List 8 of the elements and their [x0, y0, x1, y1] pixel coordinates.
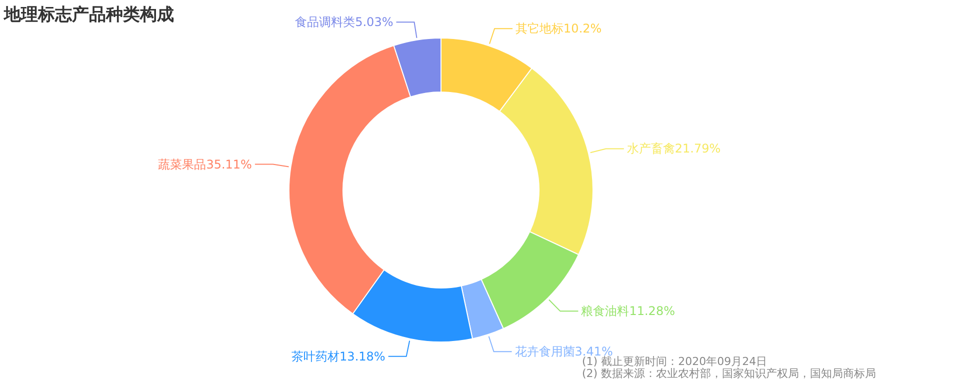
slice-label: 蔬菜果品35.11% [158, 157, 252, 172]
slice-label: 食品调料类5.03% [295, 15, 394, 30]
slice-label: 茶叶药材13.18% [292, 349, 386, 364]
text: (2) 数据来源：农业农村部，国家知识产权局，国知局商标局 [582, 367, 876, 380]
chart-title: 地理标志产品种类构成 [3, 5, 174, 25]
slice-label: 水产畜禽21.79% [626, 142, 721, 156]
slice-label: 其它地标10.2% [516, 22, 602, 36]
slice-label: 粮食油料11.28% [581, 304, 675, 318]
